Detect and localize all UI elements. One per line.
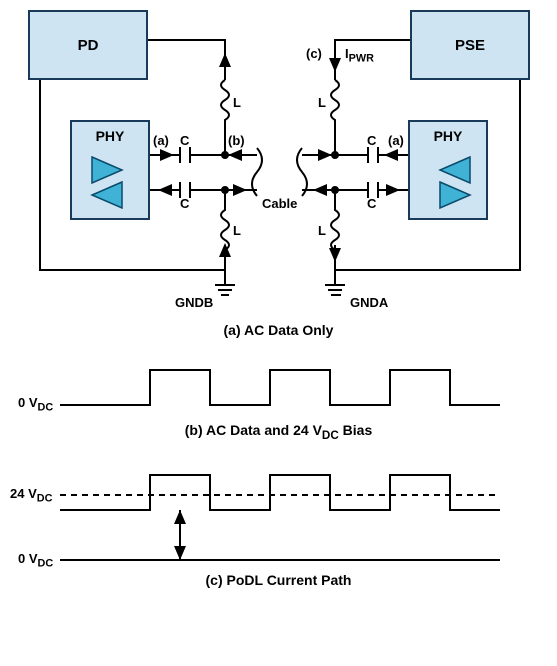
label-0v-b: 0 VDC [18,551,53,570]
label-C-lr: C [367,196,376,211]
label-L-lr: L [318,223,326,238]
label-L-ll: L [233,223,241,238]
zero-v-a: 0 V [18,395,38,410]
label-b: (b) [228,133,245,148]
label-0v-a: 0 VDC [18,395,53,414]
label-c-marker: (c) [306,46,322,61]
caption-b-main: (b) AC Data and 24 V [185,422,322,438]
label-ipwr: IPWR [345,46,374,65]
ipwr-sub: PWR [349,53,374,65]
caption-a: (a) AC Data Only [0,322,557,338]
waveform-a-area: 0 VDC (b) AC Data and 24 VDC Bias [0,360,557,450]
twentyfour-sub: DC [37,493,53,505]
waveform-b-area: 24 VDC 0 VDC (c) PoDL Current Path [0,450,557,600]
zero-v-a-sub: DC [38,402,54,414]
label-a-left: (a) [153,133,169,148]
label-a-right: (a) [388,133,404,148]
caption-b-tail: Bias [339,422,372,438]
caption-c: (c) PoDL Current Path [0,572,557,588]
label-cable: Cable [262,196,297,211]
label-L-ur: L [318,95,326,110]
label-C-ul: C [180,133,189,148]
label-L-ul: L [233,95,241,110]
twentyfour-v: 24 V [10,486,37,501]
waveform-a-svg [0,360,557,420]
circuit-diagram: PD PSE PHY PHY [0,0,557,360]
label-gndb: GNDB [175,295,213,310]
wiring-svg [0,0,557,360]
label-gnda: GNDA [350,295,388,310]
label-24v: 24 VDC [10,486,52,505]
label-C-ll: C [180,196,189,211]
zero-v-b: 0 V [18,551,38,566]
zero-v-b-sub: DC [38,558,54,570]
label-C-ur: C [367,133,376,148]
waveform-b-svg [0,450,557,570]
caption-b: (b) AC Data and 24 VDC Bias [0,422,557,442]
caption-b-sub: DC [322,429,339,442]
